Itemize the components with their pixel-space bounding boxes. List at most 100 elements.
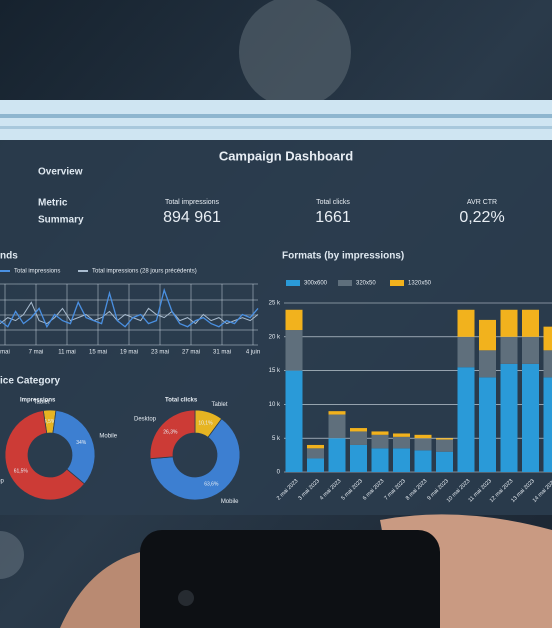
camera <box>178 590 194 606</box>
bubble <box>0 531 24 579</box>
x-tick-label: mai <box>0 350 10 356</box>
bar-segment <box>543 377 552 472</box>
slice-label: 63,6% <box>204 482 219 488</box>
bar-segment <box>285 330 303 371</box>
bar-segment <box>500 336 518 364</box>
bar-segment <box>285 370 303 472</box>
trend-line <box>0 301 259 325</box>
bar-segment <box>543 350 552 378</box>
legend-swatch <box>338 280 352 286</box>
x-tick-label: 11 mai <box>58 350 76 356</box>
legend-swatch <box>390 280 404 286</box>
bar-segment <box>371 434 389 449</box>
trend-line <box>0 287 259 329</box>
kpi-value: 894 961 <box>163 209 221 226</box>
bar-segment <box>350 444 367 472</box>
y-tick-label: 25 k <box>269 301 281 307</box>
donut-slice <box>149 418 241 501</box>
dashboard-title: Campaign Dashboard <box>219 148 353 163</box>
bar-segment <box>522 363 539 472</box>
trends-title: nds <box>0 251 18 262</box>
bar-segment <box>371 431 389 435</box>
x-tick-label: 4 juin <box>246 350 260 356</box>
bar-segment <box>436 439 453 452</box>
metric-label: Summary <box>38 215 84 226</box>
bar-segment <box>479 350 496 378</box>
bar-segment <box>307 458 324 472</box>
kpi-label: Total clicks <box>316 199 350 206</box>
slice-name: Desktop <box>134 417 157 423</box>
bar-segment <box>436 438 453 440</box>
bar-segment <box>543 326 552 351</box>
formats-title: Formats (by impressions) <box>282 251 404 262</box>
slice-label: 10,1% <box>198 421 213 427</box>
slice-label: 34% <box>76 440 87 446</box>
band-stripe <box>0 114 552 118</box>
bar-segment <box>479 377 496 472</box>
bar-segment <box>371 448 389 472</box>
phone <box>140 530 440 628</box>
bar-segment <box>350 431 367 445</box>
slice-name: Mobile <box>221 499 239 505</box>
slice-label: 61,5% <box>14 469 29 475</box>
slice-name: Tablet <box>212 402 228 408</box>
top-band <box>0 100 552 140</box>
bar-segment <box>414 438 432 451</box>
bar-segment <box>414 434 432 439</box>
bar-segment <box>328 438 346 472</box>
bar-segment <box>328 414 346 439</box>
kpi-value: 0,22% <box>459 209 504 226</box>
bar-segment <box>522 309 539 337</box>
bubble <box>239 0 351 108</box>
bar-segment <box>307 448 324 459</box>
donut-title: Impressions <box>20 398 56 404</box>
bar-segment <box>500 363 518 472</box>
y-tick-label: 10 k <box>269 402 281 408</box>
bar-segment <box>414 450 432 472</box>
bar-segment <box>350 428 367 432</box>
bar-segment <box>285 309 303 331</box>
bar-segment <box>457 309 475 337</box>
legend-label: 1320x50 <box>408 281 432 287</box>
legend-label: 320x50 <box>356 281 376 287</box>
kpi-value: 1661 <box>315 209 351 226</box>
donut-slice <box>4 410 86 501</box>
y-tick-label: 0 <box>277 470 281 476</box>
bar-segment <box>522 336 539 364</box>
slice-name: Tablet <box>34 400 50 406</box>
legend-label: 300x600 <box>304 281 328 287</box>
legend-swatch <box>286 280 300 286</box>
donut-slice <box>149 409 196 460</box>
donut-title: Total clicks <box>165 398 198 404</box>
bar-segment <box>328 411 346 415</box>
bar-segment <box>436 451 453 472</box>
bar-segment <box>307 444 324 449</box>
slice-label: 26,3% <box>163 430 178 436</box>
bar-segment <box>393 448 410 472</box>
kpi-label: Total impressions <box>165 199 220 206</box>
bar-segment <box>479 319 496 351</box>
legend-label: Total impressions <box>14 269 60 275</box>
slice-name: Mobile <box>99 433 117 439</box>
bar-segment <box>457 336 475 368</box>
bar-segment <box>457 367 475 472</box>
legend-label: Total impressions (28 jours précédents) <box>92 269 197 275</box>
y-tick-label: 15 k <box>269 368 281 374</box>
overview-title: Overview <box>38 167 83 178</box>
x-tick-label: 27 mai <box>182 350 200 356</box>
bar-segment <box>393 436 410 449</box>
x-tick-label: 7 mai <box>29 350 44 356</box>
x-tick-label: 15 mai <box>89 350 107 356</box>
bar-segment <box>393 433 410 437</box>
y-tick-label: 5 k <box>272 436 281 442</box>
slice-name: Desktop <box>0 479 4 485</box>
donut-slice <box>52 409 96 485</box>
bar-segment <box>500 309 518 337</box>
x-tick-label: 19 mai <box>120 350 138 356</box>
x-tick-label: 23 mai <box>151 350 169 356</box>
x-tick-label: 31 mai <box>213 350 231 356</box>
device-title: ice Category <box>0 376 60 387</box>
kpi-label: AVR CTR <box>467 199 497 206</box>
